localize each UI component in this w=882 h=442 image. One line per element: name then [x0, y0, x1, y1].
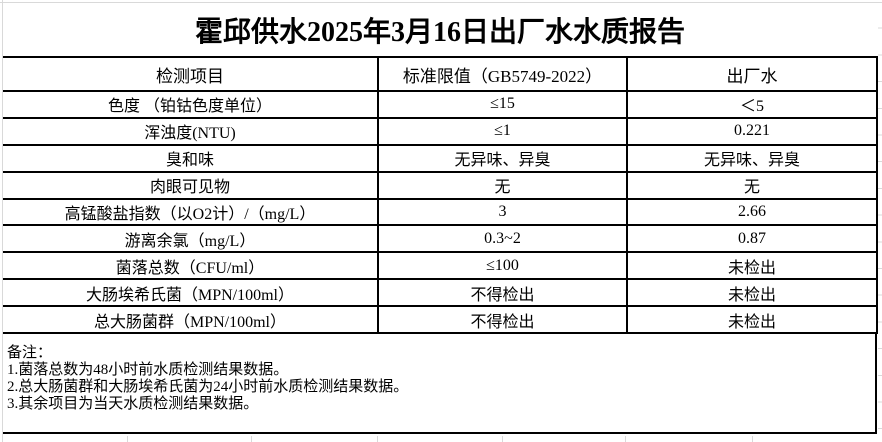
column-header-limit: 标准限值（GB5749-2022）: [377, 56, 628, 92]
item-cell: 色度 （铂钴色度单位）: [3, 90, 379, 119]
report-title: 霍邱供水2025年3月16日出厂水水质报告: [194, 16, 685, 48]
value-cell: 无: [626, 170, 878, 200]
gridline-top: [0, 2, 882, 3]
item-cell: 臭和味: [3, 143, 379, 173]
table-row: 大肠埃希氏菌（MPN/100ml） 不得检出 未检出: [3, 278, 878, 307]
water-quality-table: 检测项目 标准限值（GB5749-2022） 出厂水 色度 （铂钴色度单位） ≤…: [3, 56, 878, 334]
column-header-item: 检测项目: [3, 56, 379, 92]
value-cell: 0.87: [626, 224, 878, 254]
limit-cell: ≤100: [377, 251, 628, 281]
header-row: 检测项目 标准限值（GB5749-2022） 出厂水: [3, 56, 878, 92]
limit-cell: 无: [377, 170, 628, 200]
item-cell: 菌落总数（CFU/ml）: [3, 251, 379, 281]
limit-cell: ≤1: [377, 116, 628, 146]
table-row: 高锰酸盐指数（以O2计）/（mg/L） 3 2.66: [3, 197, 878, 227]
limit-cell: 3: [377, 197, 628, 227]
item-cell: 游离余氯（mg/L）: [3, 224, 379, 254]
limit-cell: 无异味、异臭: [377, 143, 628, 173]
table-row: 总大肠菌群（MPN/100ml） 不得检出 未检出: [3, 305, 878, 334]
limit-cell: 不得检出: [377, 305, 628, 334]
limit-cell: ≤15: [377, 90, 628, 119]
item-cell: 大肠埃希氏菌（MPN/100ml）: [3, 278, 379, 307]
item-cell: 高锰酸盐指数（以O2计）/（mg/L）: [3, 197, 379, 227]
column-header-value: 出厂水: [626, 56, 878, 92]
value-cell: 0.221: [626, 116, 878, 146]
gridline-right-strip: [878, 2, 882, 442]
limit-cell: 不得检出: [377, 278, 628, 307]
notes-label: 备注：: [7, 345, 53, 361]
value-cell: 未检出: [626, 251, 878, 281]
table-row: 浑浊度(NTU) ≤1 0.221: [3, 116, 878, 146]
value-cell: 未检出: [626, 305, 878, 334]
table-row: 臭和味 无异味、异臭 无异味、异臭: [3, 143, 878, 173]
table-row: 色度 （铂钴色度单位） ≤15 ＜5: [3, 90, 878, 119]
gridline-bottom-strip: [0, 436, 882, 442]
item-cell: 肉眼可见物: [3, 170, 379, 200]
item-cell: 浑浊度(NTU): [3, 116, 379, 146]
note-line: 2.总大肠菌群和大肠埃希氏菌为24小时前水质检测结果数据。: [7, 379, 409, 395]
table-row: 游离余氯（mg/L） 0.3~2 0.87: [3, 224, 878, 254]
value-cell: ＜5: [626, 90, 878, 119]
notes-section: 备注： 1.菌落总数为48小时前水质检测结果数据。 2.总大肠菌群和大肠埃希氏菌…: [3, 334, 877, 434]
note-line: 3.其余项目为当天水质检测结果数据。: [7, 396, 259, 412]
value-cell: 未检出: [626, 278, 878, 307]
value-cell: 2.66: [626, 197, 878, 227]
limit-cell: 0.3~2: [377, 224, 628, 254]
value-cell: 无异味、异臭: [626, 143, 878, 173]
note-line: 1.菌落总数为48小时前水质检测结果数据。: [7, 362, 289, 378]
table-row: 肉眼可见物 无 无: [3, 170, 878, 200]
table-row: 菌落总数（CFU/ml） ≤100 未检出: [3, 251, 878, 281]
item-cell: 总大肠菌群（MPN/100ml）: [3, 305, 379, 334]
gridline-left: [2, 0, 3, 442]
